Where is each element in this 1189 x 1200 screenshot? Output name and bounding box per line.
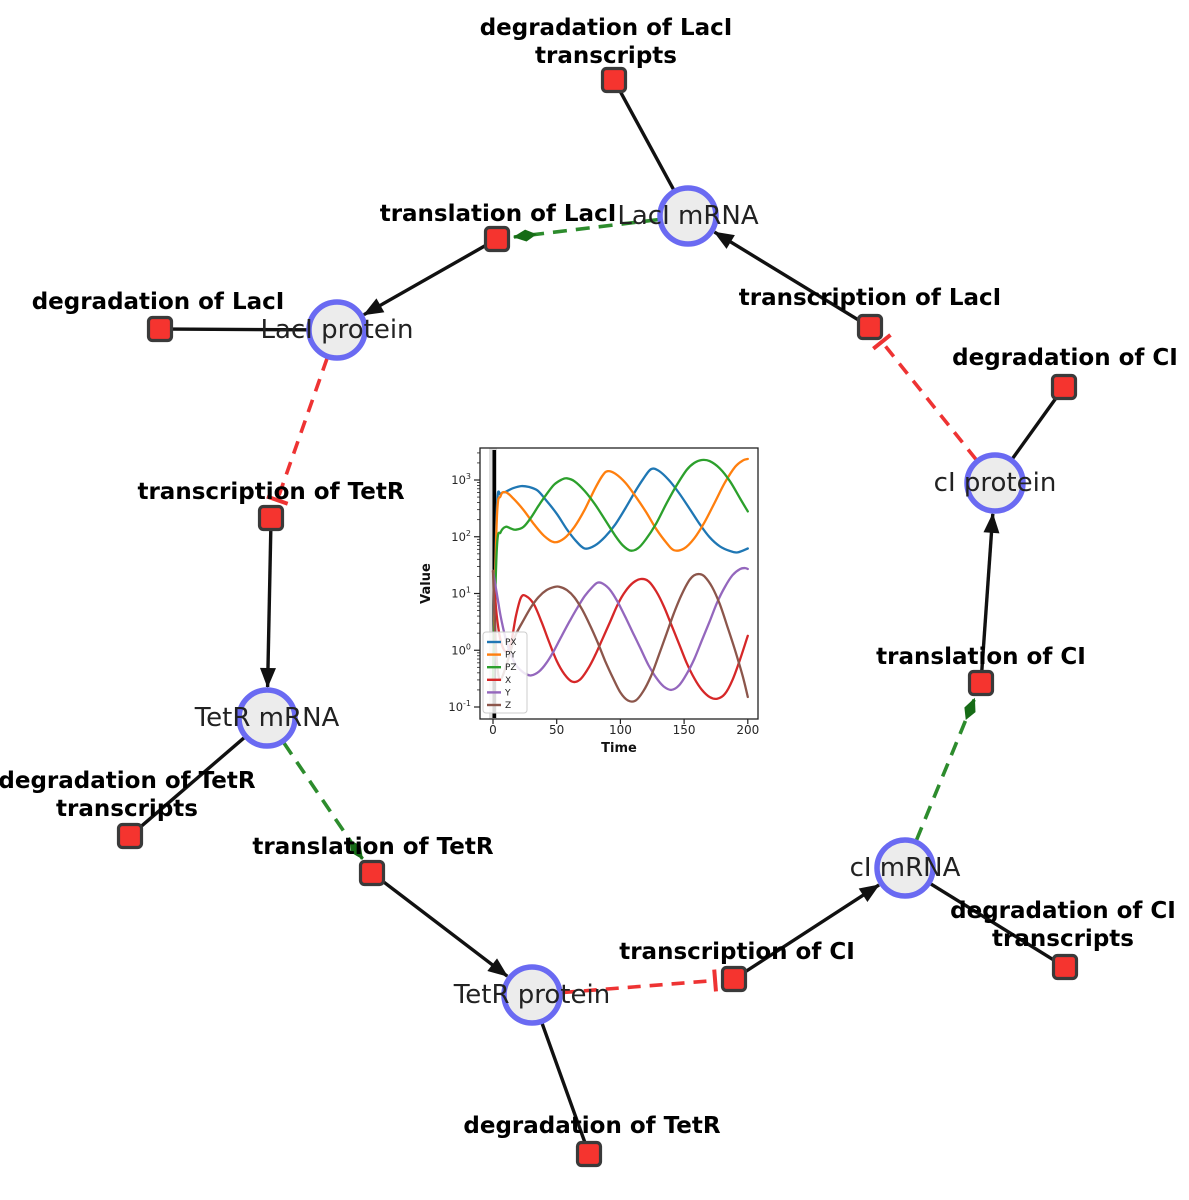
- edge-consumption-tetr-mrna-to-deg-tetr-transcripts: [137, 735, 247, 831]
- reaction-node-deg-laci[interactable]: [146, 315, 174, 343]
- edge-production-translation-ci-to-ci-protein: [980, 512, 1000, 672]
- x-axis-title: Time: [601, 741, 637, 756]
- y-axis-title: Value: [419, 563, 434, 604]
- edge-production-transcription-tetr-to-tetr-mrna: [259, 529, 276, 688]
- reaction-node-transcription-ci[interactable]: [720, 965, 748, 993]
- chart-curves: [491, 457, 749, 703]
- edge-inhibition-laci-protein-to-transcription-tetr: [266, 357, 329, 506]
- reaction-label-translation-tetr: translation of TetR: [252, 834, 493, 860]
- reaction-node-transcription-laci[interactable]: [856, 313, 884, 341]
- reaction-label-deg-tetr-transcripts-line2: transcripts: [56, 796, 198, 822]
- y-tick-label: 102: [451, 529, 471, 544]
- edge-production-translation-tetr-to-tetr-protein: [380, 878, 509, 978]
- edge-consumption-tetr-protein-to-deg-tetr: [539, 1020, 587, 1145]
- species-node-laci-mrna[interactable]: [657, 185, 719, 247]
- legend-label-Z: Z: [505, 701, 511, 711]
- reaction-node-deg-ci[interactable]: [1050, 373, 1078, 401]
- y-tick-label: 103: [451, 472, 471, 487]
- reaction-label-translation-ci: translation of CI: [876, 644, 1086, 670]
- reaction-label-deg-tetr-transcripts-line1: degradation of TetR: [0, 768, 256, 794]
- species-node-tetr-mrna[interactable]: [236, 687, 298, 749]
- reaction-node-deg-tetr[interactable]: [575, 1140, 603, 1168]
- reaction-label-transcription-laci: transcription of LacI: [739, 285, 1002, 311]
- reaction-node-deg-ci-transcripts[interactable]: [1051, 953, 1079, 981]
- reaction-label-deg-tetr: degradation of TetR: [463, 1113, 720, 1139]
- labels-layer: LacI mRNA LacI protein cI protein TetR mRNA…: [0, 15, 1178, 1139]
- legend-label-PY: PY: [505, 651, 516, 661]
- reaction-label-deg-ci: degradation of CI: [952, 345, 1178, 371]
- reaction-label-deg-ci-transcripts-line2: transcripts: [992, 926, 1134, 952]
- legend-label-PZ: PZ: [505, 663, 517, 673]
- edge-consumption-ci-protein-to-deg-ci: [1009, 394, 1059, 462]
- species-label-ci-mrna: cI mRNA: [850, 853, 961, 883]
- series-line-Y: [491, 566, 749, 692]
- reaction-label-deg-laci: degradation of LacI: [32, 289, 285, 315]
- species-label-tetr-mrna: TetR mRNA: [194, 703, 340, 733]
- edge-catalysis-tetr-mrna-to-translation-tetr: [282, 741, 364, 860]
- edges-layer: [137, 88, 1059, 1145]
- legend-label-PX: PX: [505, 638, 517, 648]
- series-line-PZ: [491, 458, 749, 682]
- species-node-ci-protein[interactable]: [964, 452, 1026, 514]
- edge-production-transcription-laci-to-laci-mrna: [713, 230, 861, 323]
- edge-production-transcription-ci-to-ci-mrna: [743, 883, 880, 974]
- legend-label-Y: Y: [504, 688, 511, 698]
- species-label-laci-mrna: LacI mRNA: [617, 201, 758, 231]
- reaction-label-deg-laci-transcripts-line2: transcripts: [535, 43, 677, 69]
- edge-production-translation-laci-to-laci-protein: [363, 243, 488, 317]
- edge-consumption-laci-mrna-to-deg-laci-transcripts: [617, 88, 677, 193]
- species-label-ci-protein: cI protein: [934, 468, 1057, 498]
- edge-consumption-ci-mrna-to-deg-ci-transcripts: [927, 881, 1057, 963]
- x-tick-label: 200: [736, 723, 759, 737]
- reaction-node-translation-laci[interactable]: [483, 225, 511, 253]
- species-node-laci-protein[interactable]: [306, 299, 368, 361]
- y-tick-label: 100: [451, 642, 471, 657]
- plot-border: [479, 447, 759, 720]
- series-line-PX: [491, 467, 749, 682]
- edge-consumption-laci-protein-to-deg-laci: [170, 327, 310, 332]
- edge-catalysis-ci-mrna-to-translation-ci: [914, 697, 977, 841]
- reaction-node-translation-ci[interactable]: [967, 669, 995, 697]
- reaction-label-transcription-tetr: transcription of TetR: [137, 479, 404, 505]
- chart-frame: 0 50 100 150 200 10-1 100 101 102 103 Time Value: [419, 447, 759, 756]
- series-line-PY: [491, 457, 749, 682]
- y-tick-label: 101: [451, 586, 471, 601]
- species-label-laci-protein: LacI protein: [260, 315, 413, 345]
- reaction-label-deg-ci-transcripts-line1: degradation of CI: [950, 898, 1176, 924]
- x-tick-label: 150: [673, 723, 696, 737]
- legend-label-X: X: [505, 676, 511, 686]
- reaction-label-deg-laci-transcripts-line1: degradation of LacI: [480, 15, 733, 41]
- y-tick-label: 10-1: [448, 699, 471, 714]
- nodes-layer: [116, 66, 1079, 1168]
- x-tick-label: 0: [489, 723, 497, 737]
- reaction-label-translation-laci: translation of LacI: [380, 201, 617, 227]
- species-node-ci-mrna[interactable]: [874, 837, 936, 899]
- x-tick-label: 100: [609, 723, 632, 737]
- reaction-label-transcription-ci: transcription of CI: [619, 939, 855, 965]
- edge-inhibition-tetr-protein-to-transcription-ci: [561, 969, 718, 995]
- inset-chart: 0 50 100 150 200 10-1 100 101 102 103 Time Value PX…: [419, 447, 759, 756]
- reaction-node-translation-tetr[interactable]: [358, 859, 386, 887]
- series-line-X: [491, 569, 749, 701]
- reaction-node-deg-laci-transcripts[interactable]: [600, 66, 628, 94]
- reaction-node-transcription-tetr[interactable]: [257, 504, 285, 532]
- species-label-tetr-protein: TetR protein: [453, 980, 610, 1010]
- edge-catalysis-laci-mrna-to-translation-laci: [512, 217, 659, 242]
- chart-legend: PX PY PZ XYZ: [482, 631, 528, 714]
- species-node-tetr-protein[interactable]: [501, 964, 563, 1026]
- x-tick-label: 50: [549, 723, 564, 737]
- series-line-Z: [491, 569, 749, 703]
- reaction-node-deg-tetr-transcripts[interactable]: [116, 822, 144, 850]
- edge-inhibition-ci-protein-to-transcription-laci: [872, 333, 978, 461]
